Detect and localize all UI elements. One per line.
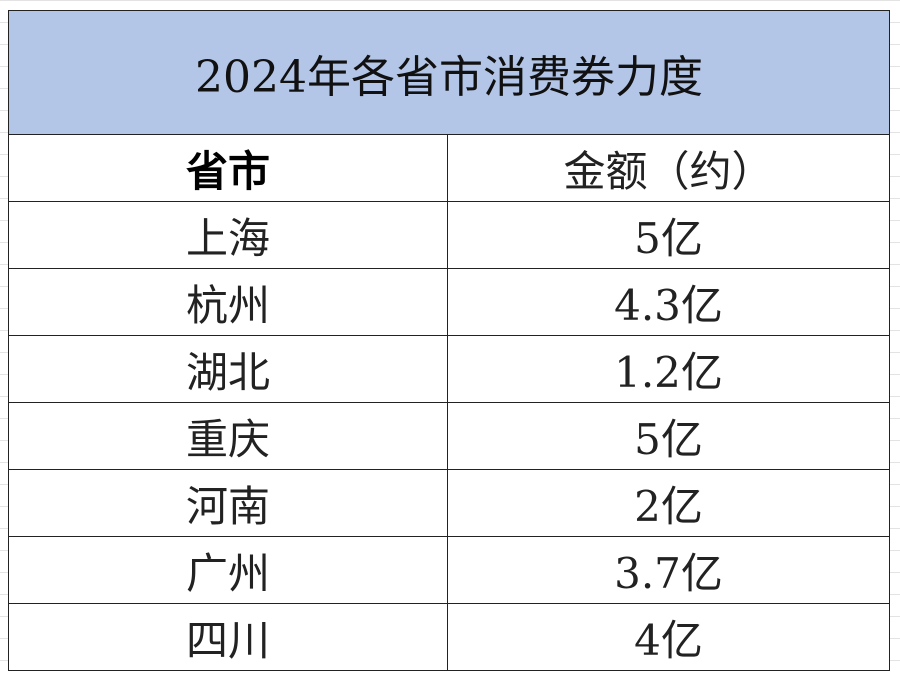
table-cell: 河南 <box>8 469 448 537</box>
table-cell: 3.7亿 <box>447 536 890 604</box>
table-row: 四川 4亿 <box>8 603 890 671</box>
header-row: 省市 金额（约） <box>8 134 890 202</box>
table-cell: 5亿 <box>447 402 890 470</box>
table-cell: 上海 <box>8 201 448 269</box>
table-row: 湖北 1.2亿 <box>8 335 890 403</box>
table-row: 杭州 4.3亿 <box>8 268 890 336</box>
table-cell: 2亿 <box>447 469 890 537</box>
table-cell: 杭州 <box>8 268 448 336</box>
table-title: 2024年各省市消费券力度 <box>8 10 890 135</box>
table-cell: 四川 <box>8 603 448 671</box>
table-row: 重庆 5亿 <box>8 402 890 470</box>
table-cell: 5亿 <box>447 201 890 269</box>
header-cell: 金额（约） <box>447 134 890 202</box>
header-cell: 省市 <box>8 134 448 202</box>
table-cell: 重庆 <box>8 402 448 470</box>
table-cell: 湖北 <box>8 335 448 403</box>
table-row: 河南 2亿 <box>8 469 890 537</box>
title-row: 2024年各省市消费券力度 <box>8 10 890 135</box>
table-row: 上海 5亿 <box>8 201 890 269</box>
table-cell: 4.3亿 <box>447 268 890 336</box>
table-cell: 1.2亿 <box>447 335 890 403</box>
table-row: 广州 3.7亿 <box>8 536 890 604</box>
data-table: 2024年各省市消费券力度 省市 金额（约） 上海 5亿 杭州 4.3亿 湖北 1.2亿 重庆 5… <box>8 10 890 671</box>
table-cell: 4亿 <box>447 603 890 671</box>
table-cell: 广州 <box>8 536 448 604</box>
